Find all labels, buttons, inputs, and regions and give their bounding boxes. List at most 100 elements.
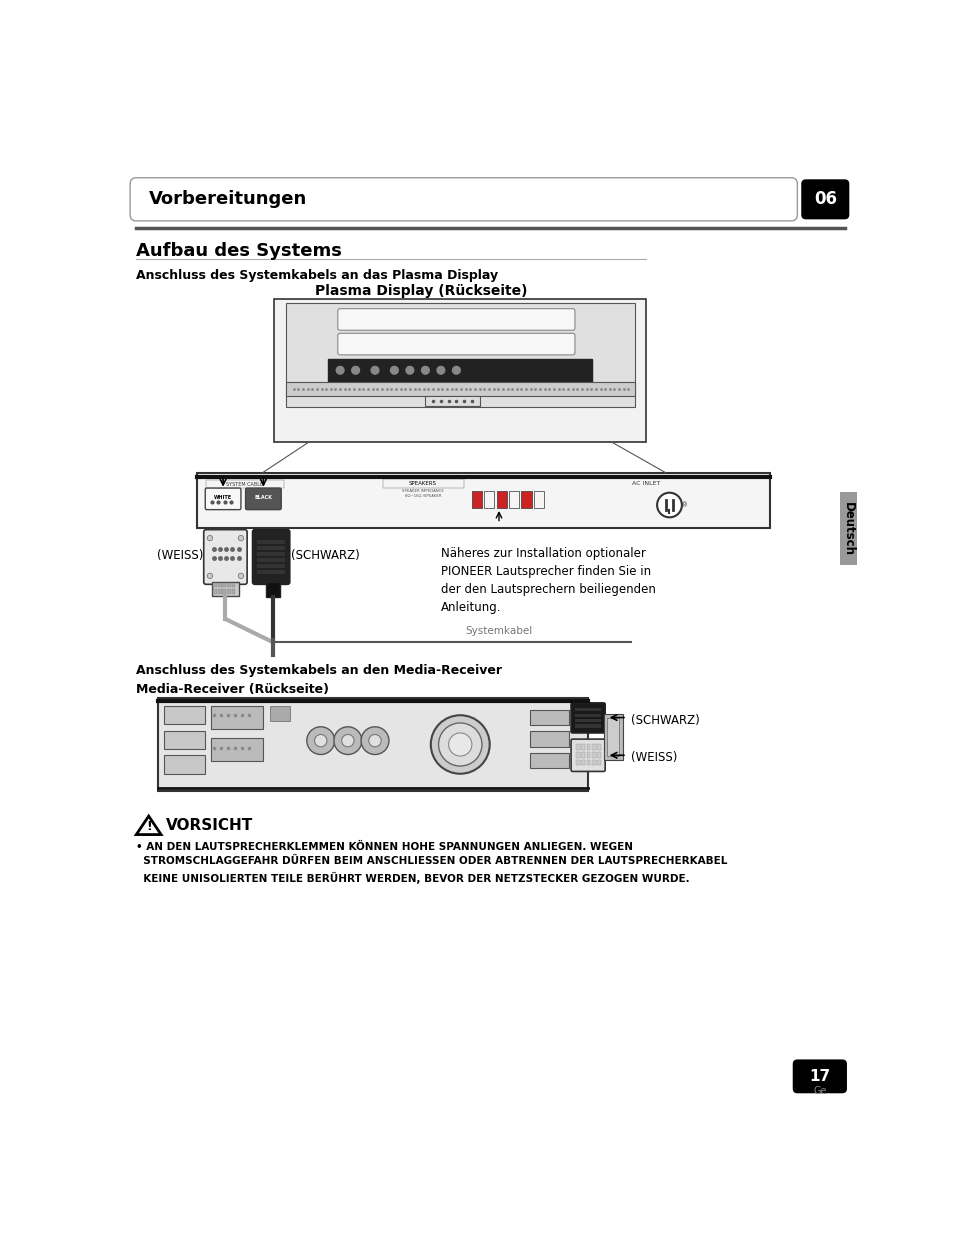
Text: (WEISS): (WEISS) [156,549,203,561]
FancyBboxPatch shape [337,309,575,330]
Bar [286,304,634,407]
Circle shape [207,573,213,578]
Bar [840,491,856,565]
Bar [270,707,290,722]
Circle shape [335,367,344,374]
Text: (WEISS): (WEISS) [630,751,677,764]
Bar [222,582,226,587]
Circle shape [238,573,243,578]
Bar [592,753,596,758]
Bar [425,396,479,407]
Bar [274,300,645,442]
Text: Deutsch: Deutsch [841,501,854,556]
Bar [592,760,596,765]
Text: WHITE: WHITE [213,495,232,500]
Circle shape [307,726,335,755]
Text: SPEAKERS: SPEAKERS [409,481,436,486]
Circle shape [341,734,354,746]
Bar [164,730,204,749]
Bar [497,491,506,508]
FancyBboxPatch shape [571,739,604,771]
Bar [586,760,590,765]
Text: Anschluss des Systemkabels an das Plasma Display: Anschluss des Systemkabels an das Plasma… [136,269,497,281]
Bar [580,744,584,750]
Circle shape [421,367,429,374]
Bar [158,698,587,791]
Bar [217,588,221,593]
Bar [164,755,204,774]
Bar [603,714,622,760]
Text: Vorbereitungen: Vorbereitungen [149,190,307,208]
Bar [575,760,579,765]
Text: 17: 17 [808,1069,829,1084]
Circle shape [448,733,472,756]
Bar [382,479,464,488]
Text: ®: ® [680,503,688,508]
FancyBboxPatch shape [571,703,604,733]
Text: 06: 06 [813,190,836,208]
Text: Aufbau des Systems: Aufbau des Systems [136,241,342,260]
Circle shape [406,367,414,374]
Bar [196,473,769,529]
Bar [586,753,590,758]
Bar [597,744,600,750]
Text: • AN DEN LAUTSPRECHERKLEMMEN KÖNNEN HOHE SPANNUNGEN ANLIEGEN. WEGEN
  STROMSCHLA: • AN DEN LAUTSPRECHERKLEMMEN KÖNNEN HOHE… [136,842,727,883]
Bar [575,744,579,750]
Bar [575,724,600,728]
Bar [575,714,600,717]
Circle shape [371,367,378,374]
Text: !: ! [146,820,152,833]
Text: Ge: Ge [812,1086,825,1096]
Bar [607,718,618,756]
Bar [257,546,285,550]
Circle shape [438,723,481,766]
Bar [286,382,634,396]
Bar [211,707,263,729]
Bar [217,582,221,587]
Circle shape [334,726,361,755]
Text: BLACK: BLACK [254,495,272,500]
Bar [206,480,283,488]
FancyBboxPatch shape [253,530,290,585]
Text: SYSTEM CABLE: SYSTEM CABLE [226,481,263,486]
Bar [534,491,543,508]
Circle shape [314,734,327,746]
Text: 8Ω~16Ω /SPEAKER: 8Ω~16Ω /SPEAKER [404,494,441,498]
Text: SPEAKER IMPEDANCE: SPEAKER IMPEDANCE [402,489,443,493]
Bar [222,588,226,593]
Circle shape [436,367,444,374]
Bar [257,552,285,556]
FancyBboxPatch shape [245,488,281,510]
Text: Anschluss des Systemkabels an den Media-Receiver: Anschluss des Systemkabels an den Media-… [136,663,502,677]
Bar [213,588,216,593]
Bar [521,491,531,508]
Text: Systemkabel: Systemkabel [465,626,532,636]
Bar [580,753,584,758]
FancyBboxPatch shape [130,178,797,221]
Text: (SCHWARZ): (SCHWARZ) [291,549,359,561]
Text: VORSICHT: VORSICHT [166,817,253,832]
Text: Plasma Display (Rückseite): Plasma Display (Rückseite) [314,284,527,299]
FancyBboxPatch shape [204,530,247,585]
FancyBboxPatch shape [792,1060,846,1093]
Text: Näheres zur Installation optionaler
PIONEER Lautsprecher finden Sie in
der den L: Näheres zur Installation optionaler PION… [440,547,655,615]
Circle shape [360,726,389,755]
FancyBboxPatch shape [205,488,241,510]
Text: (SCHWARZ): (SCHWARZ) [630,714,699,726]
Bar [164,707,204,724]
Bar [213,582,216,587]
Circle shape [207,535,213,541]
Text: AC INLET: AC INLET [632,481,659,486]
Bar [484,491,494,508]
Bar [575,753,579,758]
Bar [227,582,231,587]
Circle shape [390,367,397,374]
Bar [586,744,590,750]
Bar [592,744,596,750]
Bar [227,588,231,593]
Bar [530,731,568,746]
Bar [257,540,285,544]
Bar [328,358,592,382]
Bar [509,491,518,508]
Bar [530,753,568,769]
